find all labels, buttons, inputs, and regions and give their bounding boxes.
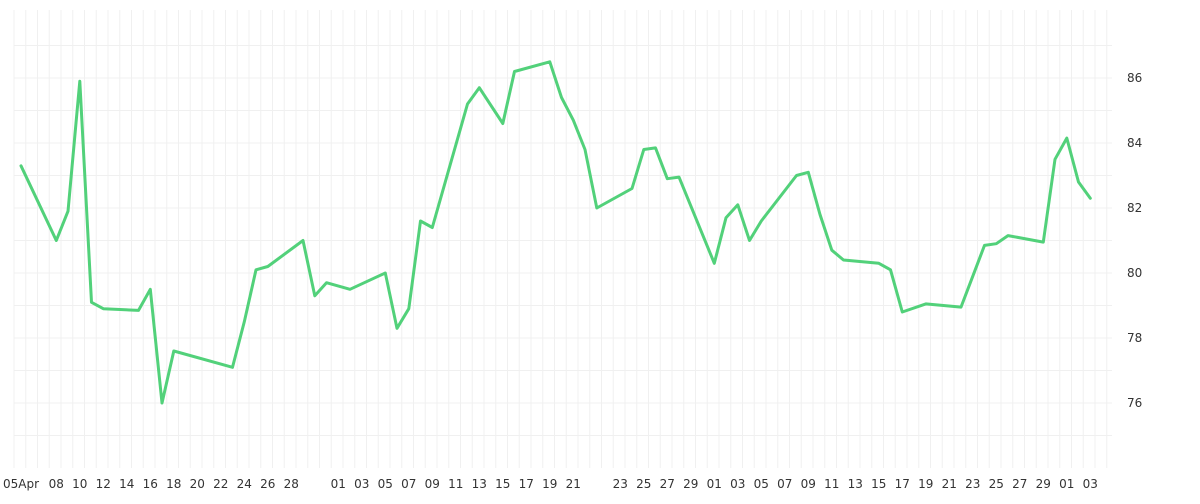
x-tick-label: 16 (143, 477, 158, 491)
x-tick-label: 05Apr (3, 477, 39, 491)
x-tick-label: 17 (895, 477, 910, 491)
vertical-gridlines (13, 10, 1108, 468)
x-tick-label: 25 (989, 477, 1004, 491)
x-tick-label: 01 (707, 477, 722, 491)
x-tick-label: 03 (1083, 477, 1098, 491)
y-tick-label: 76 (1127, 396, 1142, 410)
x-tick-label: 14 (119, 477, 134, 491)
y-tick-label: 82 (1127, 201, 1142, 215)
x-tick-label: 01 (331, 477, 346, 491)
x-tick-label: 07 (401, 477, 416, 491)
x-axis: 05Apr 08 10 12 14 16 18 20 22 24 26 28 01 03 05 07 09 11 1… (3, 477, 1098, 491)
x-tick-label: 03 (730, 477, 745, 491)
y-axis: 76 78 80 82 84 86 (1127, 71, 1142, 410)
x-tick-label: 15 (871, 477, 886, 491)
x-tick-label: 17 (519, 477, 534, 491)
x-tick-label: 21 (942, 477, 957, 491)
x-tick-label: 19 (542, 477, 557, 491)
x-tick-label: 19 (918, 477, 933, 491)
x-tick-label: 21 (566, 477, 581, 491)
x-tick-label: 03 (354, 477, 369, 491)
x-tick-label: 10 (72, 477, 87, 491)
x-tick-label: 23 (965, 477, 980, 491)
x-tick-label: 18 (166, 477, 181, 491)
x-tick-label: 28 (284, 477, 299, 491)
x-tick-label: 23 (613, 477, 628, 491)
x-tick-label: 12 (96, 477, 111, 491)
x-tick-label: 13 (472, 477, 487, 491)
x-tick-label: 08 (49, 477, 64, 491)
x-tick-label: 13 (848, 477, 863, 491)
x-tick-label: 07 (777, 477, 792, 491)
y-tick-label: 84 (1127, 136, 1142, 150)
x-tick-label: 25 (636, 477, 651, 491)
x-tick-label: 29 (683, 477, 698, 491)
x-tick-label: 24 (237, 477, 252, 491)
x-tick-label: 09 (425, 477, 440, 491)
x-tick-label: 15 (495, 477, 510, 491)
series-line (19, 60, 1092, 405)
x-tick-label: 29 (1036, 477, 1051, 491)
y-tick-label: 78 (1127, 331, 1142, 345)
x-tick-label: 27 (660, 477, 675, 491)
x-tick-label: 20 (190, 477, 205, 491)
horizontal-gridlines (14, 45, 1112, 436)
x-tick-label: 11 (448, 477, 463, 491)
x-tick-label: 09 (801, 477, 816, 491)
x-tick-label: 22 (213, 477, 228, 491)
x-tick-label: 05 (378, 477, 393, 491)
x-tick-label: 26 (260, 477, 275, 491)
x-tick-label: 01 (1059, 477, 1074, 491)
y-tick-label: 80 (1127, 266, 1142, 280)
series-layer (19, 60, 1092, 405)
y-tick-label: 86 (1127, 71, 1142, 85)
x-tick-label: 11 (824, 477, 839, 491)
x-tick-label: 27 (1012, 477, 1027, 491)
x-tick-label: 05 (754, 477, 769, 491)
